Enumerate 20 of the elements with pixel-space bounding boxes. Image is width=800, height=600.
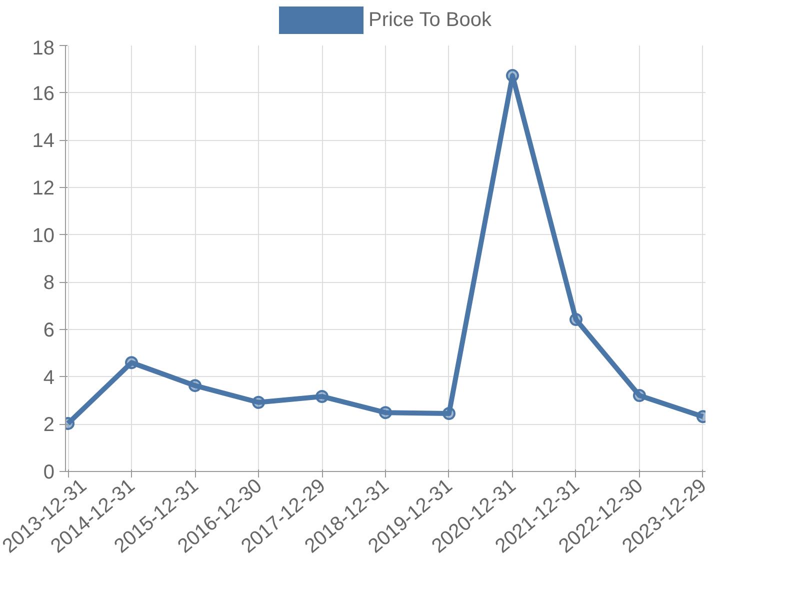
point (569, 313, 582, 326)
y-tick-label: 4 (43, 366, 54, 389)
point (316, 390, 329, 403)
y-tick-label: 8 (43, 272, 54, 294)
point (632, 389, 646, 402)
y-tick-label: 10 (32, 224, 55, 247)
point (125, 356, 138, 370)
y-tick-label: 12 (32, 178, 55, 200)
point (188, 379, 202, 392)
y-tick-label: 6 (43, 320, 54, 342)
y-tick-label: 14 (32, 130, 55, 152)
point (379, 406, 392, 420)
y-tick-label: 16 (32, 82, 55, 105)
legend-label: Price To Book (368, 8, 492, 32)
y-tick-label: 2 (43, 414, 54, 436)
y-tick-label: 18 (32, 38, 55, 60)
point (442, 407, 456, 420)
point (506, 69, 519, 82)
y-tick-label: 0 (43, 462, 54, 484)
point (252, 396, 266, 409)
